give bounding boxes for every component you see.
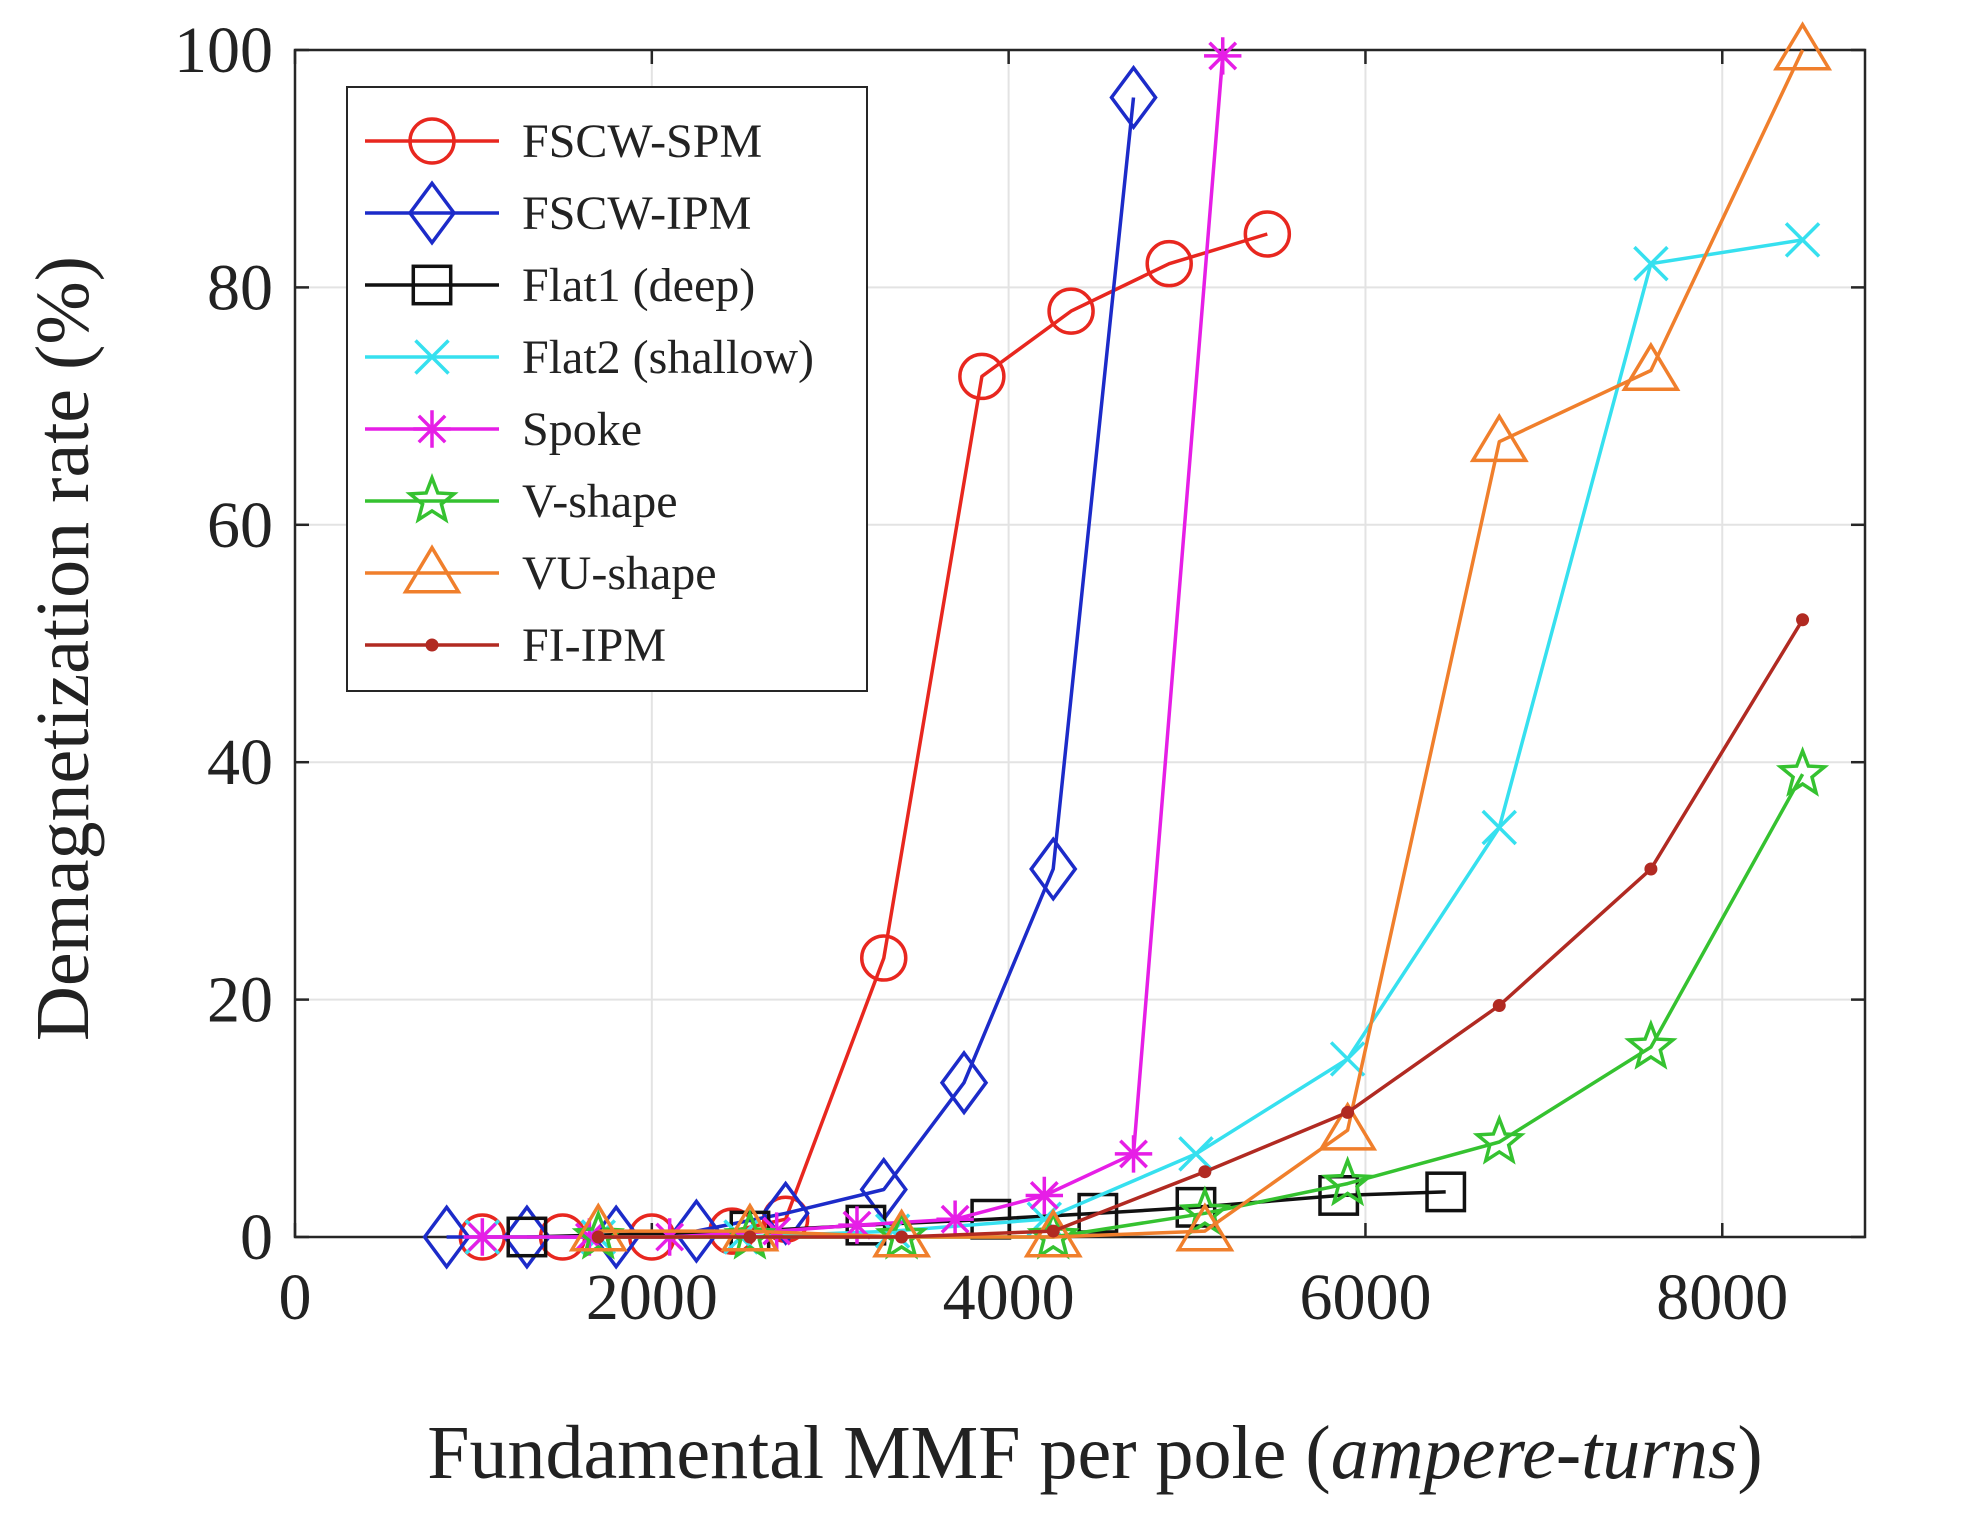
- legend-label: Flat2 (shallow): [522, 331, 814, 384]
- data-point-fi-ipm: [895, 1230, 909, 1244]
- data-point-fscw-ipm: [502, 1204, 552, 1270]
- data-point-fscw-spm: [1145, 239, 1193, 288]
- data-point-spoke: [570, 1218, 609, 1256]
- legend-item-fscw-ipm: FSCW-IPM: [365, 180, 751, 246]
- data-point-v-shape: [1624, 1019, 1678, 1070]
- legend-marker: [402, 544, 462, 594]
- data-point-vu-shape: [568, 1202, 628, 1252]
- data-point-fi-ipm: [1046, 1224, 1060, 1238]
- data-point-fscw-ipm: [672, 1198, 721, 1264]
- series-line-vu-shape: [598, 49, 1805, 1239]
- y-tick-label: 40: [207, 726, 273, 799]
- data-point-fscw-spm: [1047, 287, 1095, 335]
- data-point-v-shape: [1178, 1185, 1232, 1236]
- data-point-spoke: [1025, 1176, 1064, 1215]
- y-tick-label: 20: [207, 964, 273, 1037]
- data-point-fscw-spm: [1243, 210, 1292, 258]
- data-point-flat2-shallow: [1329, 1041, 1366, 1077]
- y-tick-label: 100: [174, 14, 273, 87]
- legend-item-fscw-spm: FSCW-SPM: [365, 115, 762, 168]
- legend-marker: [414, 339, 450, 375]
- data-point-flat2-shallow: [1633, 245, 1669, 282]
- legend-label: V-shape: [522, 475, 678, 528]
- y-axis-title: Demagnetization rate (%): [21, 256, 105, 1041]
- data-point-flat1-deep: [1425, 1171, 1467, 1213]
- legend: FSCW-SPM FSCW-IPM Flat1 (deep) Flat2 (shall…: [346, 86, 868, 692]
- data-point-spoke: [936, 1200, 974, 1238]
- legend-item-fi-ipm: FI-IPM: [365, 619, 666, 672]
- data-point-v-shape: [1026, 1209, 1080, 1260]
- series-vu-shape: [568, 21, 1833, 1258]
- data-point-fscw-ipm: [939, 1050, 989, 1116]
- legend-label: Flat1 (deep): [522, 259, 755, 312]
- legend-label: FSCW-SPM: [522, 115, 762, 168]
- series-fi-ipm: [591, 613, 1810, 1244]
- data-point-fscw-ipm: [1029, 836, 1078, 902]
- data-point-vu-shape: [1469, 413, 1529, 463]
- legend-marker: [408, 117, 456, 165]
- x-tick-label: 4000: [943, 1261, 1075, 1334]
- x-tick-label: 0: [279, 1261, 312, 1334]
- data-point-vu-shape: [1175, 1202, 1235, 1252]
- x-tick-label: 8000: [1656, 1261, 1788, 1334]
- data-point-flat2-shallow: [1784, 222, 1821, 258]
- legend-label: FI-IPM: [522, 619, 666, 672]
- legend-marker: [413, 410, 451, 448]
- data-point-fscw-spm: [958, 352, 1006, 401]
- data-point-fscw-spm: [860, 934, 908, 982]
- series-layer: [422, 21, 1833, 1270]
- data-point-spoke: [838, 1206, 876, 1244]
- series-v-shape: [571, 746, 1830, 1260]
- legend-label: VU-shape: [522, 547, 717, 600]
- data-point-v-shape: [1472, 1114, 1526, 1165]
- legend-marker: [411, 264, 453, 306]
- data-point-vu-shape: [1773, 21, 1833, 71]
- data-point-flat2-shallow: [1178, 1136, 1214, 1172]
- data-point-vu-shape: [1318, 1101, 1378, 1151]
- data-point-fi-ipm: [1341, 1105, 1355, 1119]
- data-point-spoke: [1114, 1135, 1153, 1173]
- data-point-flat1-deep: [1175, 1186, 1217, 1228]
- data-point-fi-ipm: [1198, 1165, 1212, 1179]
- legend-box: [346, 86, 868, 692]
- data-point-fi-ipm: [1644, 862, 1658, 876]
- legend-label: Spoke: [522, 403, 642, 456]
- legend-marker: [425, 638, 439, 652]
- y-tick-label: 0: [240, 1201, 273, 1274]
- axis-ticks: 0 2000 4000 6000 8000 0 20 40 60 80 100: [174, 14, 1865, 1334]
- legend-marker: [405, 473, 459, 524]
- legend-label: FSCW-IPM: [522, 187, 751, 240]
- data-point-fi-ipm: [591, 1230, 605, 1244]
- data-point-vu-shape: [720, 1202, 780, 1252]
- data-point-vu-shape: [872, 1208, 932, 1258]
- data-point-fi-ipm: [743, 1230, 757, 1244]
- legend-item-flat1-deep: Flat1 (deep): [365, 259, 755, 312]
- data-point-v-shape: [1775, 746, 1830, 797]
- y-tick-label: 60: [207, 489, 273, 562]
- data-point-fscw-ipm: [1109, 64, 1158, 131]
- series-line-fi-ipm: [598, 618, 1805, 1239]
- data-point-flat2-shallow: [1481, 809, 1517, 846]
- data-point-v-shape: [874, 1209, 929, 1260]
- x-tick-label: 2000: [586, 1261, 718, 1334]
- y-tick-label: 80: [207, 251, 273, 324]
- data-point-fscw-ipm: [422, 1204, 471, 1270]
- data-point-v-shape: [1320, 1155, 1375, 1207]
- legend-item-vu-shape: VU-shape: [365, 544, 717, 600]
- legend-marker: [407, 180, 457, 246]
- data-point-vu-shape: [1023, 1208, 1083, 1258]
- x-axis-title: Fundamental MMF per pole (ampere-turns): [427, 1411, 1762, 1495]
- data-point-vu-shape: [1621, 341, 1681, 391]
- legend-item-flat2-shallow: Flat2 (shallow): [365, 331, 814, 384]
- data-point-fi-ipm: [1492, 999, 1506, 1013]
- legend-item-spoke: Spoke: [365, 403, 642, 456]
- data-point-spoke: [463, 1218, 502, 1256]
- legend-item-v-shape: V-shape: [365, 473, 678, 528]
- data-point-fscw-ipm: [761, 1180, 810, 1246]
- data-point-fi-ipm: [1796, 613, 1810, 627]
- data-point-spoke: [1204, 37, 1242, 75]
- x-tick-label: 6000: [1299, 1261, 1431, 1334]
